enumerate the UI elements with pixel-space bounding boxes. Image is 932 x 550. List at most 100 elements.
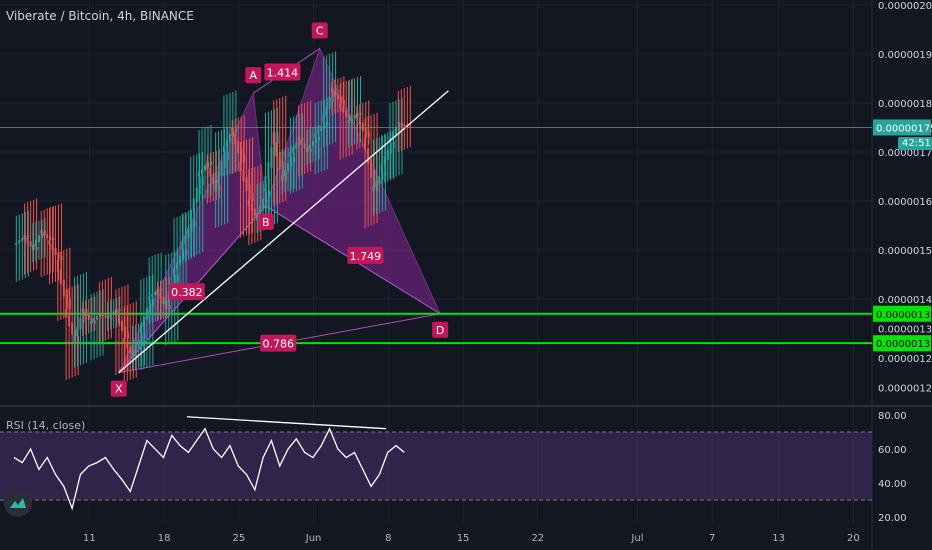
candle-body (303, 143, 306, 149)
x-tick-label: Jun (305, 533, 322, 544)
trendline (118, 90, 449, 374)
candle-body (154, 291, 157, 296)
candle-body (358, 117, 361, 126)
candle-body (297, 137, 300, 141)
support-level-badge (873, 305, 931, 322)
candle-body (209, 167, 212, 177)
candle-body (129, 346, 132, 353)
candle-body (237, 141, 240, 154)
candle-body (330, 88, 333, 92)
ratio-label-text: 0.382 (171, 286, 203, 299)
candle-body (145, 307, 148, 320)
candle-body (190, 220, 193, 233)
candle-body (392, 132, 395, 139)
candle-body (182, 250, 185, 260)
candle-body (301, 137, 304, 142)
candle-body (77, 336, 80, 344)
support-level-label: 0.00000131 (876, 339, 932, 350)
candle-body (240, 148, 243, 162)
candle-body (397, 122, 400, 124)
candle-body (131, 351, 134, 358)
candle-body (187, 227, 190, 239)
candle-body (234, 127, 237, 133)
candle-body (287, 163, 290, 172)
candle-body (217, 171, 220, 184)
candle-body (52, 238, 55, 241)
tradingview-logo-icon[interactable] (4, 489, 32, 517)
rsi-y-tick-label: 20.00 (878, 513, 907, 524)
candle-body (311, 140, 314, 147)
candle-body (198, 176, 201, 195)
x-tick-label: 8 (385, 533, 391, 544)
candle-body (314, 133, 317, 138)
candle-body (317, 129, 320, 135)
candle-body (292, 147, 295, 153)
candle-body (68, 299, 71, 309)
candle-body (35, 247, 38, 251)
candle-body (367, 132, 370, 138)
y-tick-label: 0.00000134 (878, 324, 932, 335)
candle-body (143, 333, 146, 339)
candle-body (142, 316, 145, 327)
candle-body (99, 313, 102, 318)
candle-body (151, 294, 154, 298)
pattern-point-label: C (316, 25, 324, 38)
rsi-y-tick-label: 80.00 (878, 411, 907, 422)
candle-body (73, 334, 76, 344)
candle-body (378, 176, 381, 184)
candle-body (370, 158, 373, 178)
candle-body (192, 198, 195, 212)
candle-body (110, 317, 113, 319)
candle-body (361, 122, 364, 132)
candle-body (300, 140, 303, 145)
candle-body (206, 161, 209, 170)
x-tick-label: Jul (630, 533, 643, 544)
candle-body (242, 169, 245, 182)
ratio-label-badge (260, 334, 297, 352)
candle-body (222, 145, 225, 152)
candle-body (322, 113, 325, 123)
candle-body (31, 245, 34, 251)
rsi-title: RSI (14, close) (6, 419, 86, 432)
x-tick-label: 20 (847, 533, 860, 544)
candle-body (54, 248, 57, 255)
candle-body (62, 279, 65, 297)
pattern-point-label: A (250, 69, 258, 82)
candle-body (331, 88, 334, 102)
candle-body (342, 100, 345, 103)
candle-body (231, 127, 234, 137)
candle-body (76, 326, 79, 337)
candle-body (176, 274, 179, 282)
candle-body (375, 181, 378, 188)
candle-timer-badge: 42:51 (898, 137, 932, 150)
candle-body (134, 345, 137, 353)
ratio-label-text: 1.749 (350, 250, 382, 263)
candle-body (126, 342, 129, 349)
candle-body (96, 316, 99, 320)
candle-body (281, 175, 284, 182)
candle-body (350, 117, 353, 121)
candle-body (179, 256, 182, 265)
candle-body (57, 251, 60, 260)
ratio-label-text: 0.786 (262, 338, 294, 351)
candle-body (40, 230, 43, 233)
candle-body (284, 169, 287, 177)
candle-body (126, 332, 129, 339)
candle-body (167, 291, 170, 302)
ratio-label-badge (168, 283, 205, 301)
candle-body (272, 132, 275, 145)
candle-body (359, 112, 362, 115)
rsi-divergence-line (186, 416, 387, 430)
candle-body (43, 232, 46, 236)
candle-body (293, 156, 296, 162)
pattern-point-badge (245, 67, 262, 84)
candle-body (264, 176, 267, 192)
candle-body (251, 193, 254, 201)
candle-body (184, 235, 187, 245)
candle-body (65, 289, 68, 309)
candle-body (185, 250, 188, 255)
